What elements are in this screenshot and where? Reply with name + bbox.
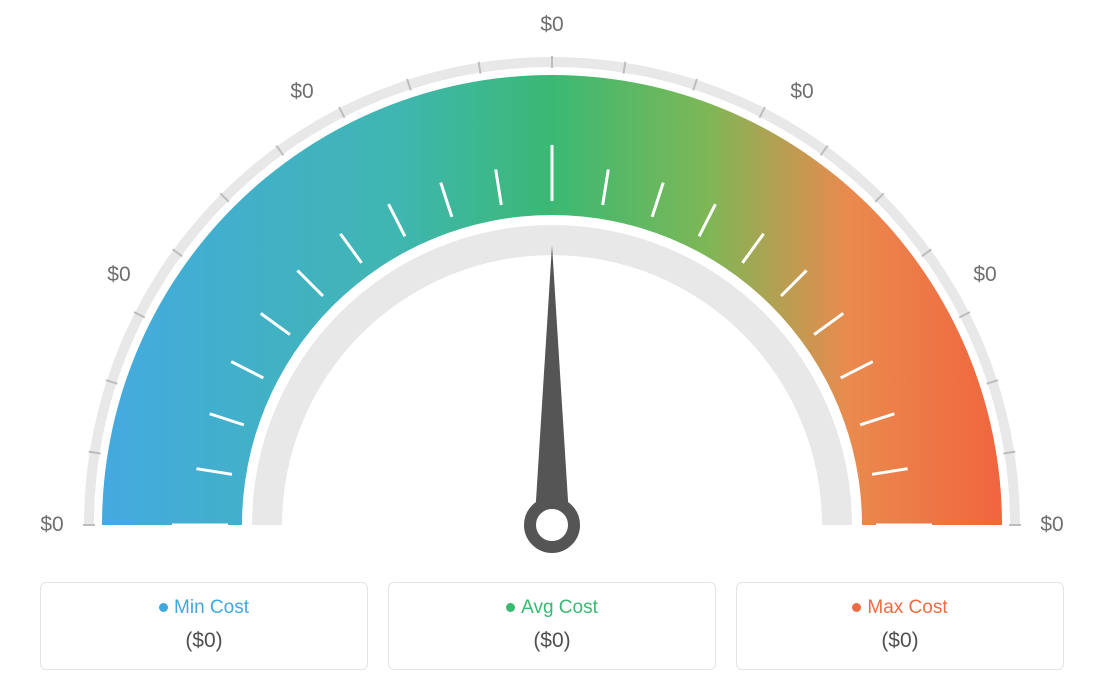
gauge-tick-label: $0 bbox=[107, 263, 130, 287]
gauge-tick-label: $0 bbox=[790, 80, 813, 104]
gauge-svg bbox=[0, 0, 1104, 560]
legend-dot-avg bbox=[506, 603, 515, 612]
gauge-tick-label: $0 bbox=[40, 513, 63, 537]
legend-title-max: Max Cost bbox=[747, 597, 1053, 619]
gauge-chart: $0 $0 $0 $0 $0 $0 $0 bbox=[0, 0, 1104, 560]
gauge-tick-label: $0 bbox=[290, 80, 313, 104]
legend-value-min: ($0) bbox=[51, 629, 357, 653]
legend-row: Min Cost ($0) Avg Cost ($0) Max Cost ($0… bbox=[40, 582, 1064, 670]
legend-value-max: ($0) bbox=[747, 629, 1053, 653]
legend-card-avg: Avg Cost ($0) bbox=[388, 582, 716, 670]
legend-card-max: Max Cost ($0) bbox=[736, 582, 1064, 670]
legend-label-avg: Avg Cost bbox=[521, 597, 598, 618]
legend-dot-min bbox=[159, 603, 168, 612]
legend-title-min: Min Cost bbox=[51, 597, 357, 619]
legend-label-max: Max Cost bbox=[867, 597, 947, 618]
legend-value-avg: ($0) bbox=[399, 629, 705, 653]
gauge-tick-label: $0 bbox=[973, 263, 996, 287]
legend-dot-max bbox=[852, 603, 861, 612]
gauge-tick-label: $0 bbox=[540, 13, 563, 37]
legend-card-min: Min Cost ($0) bbox=[40, 582, 368, 670]
legend-title-avg: Avg Cost bbox=[399, 597, 705, 619]
gauge-tick-label: $0 bbox=[1040, 513, 1063, 537]
legend-label-min: Min Cost bbox=[174, 597, 249, 618]
cost-gauge-widget: $0 $0 $0 $0 $0 $0 $0 Min Cost ($0) Avg Cost ($… bbox=[0, 0, 1104, 690]
